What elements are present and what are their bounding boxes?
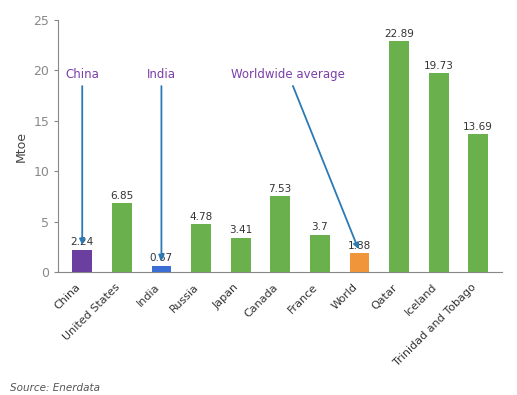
Bar xyxy=(231,238,251,272)
Text: 1.88: 1.88 xyxy=(348,241,371,251)
Bar xyxy=(349,253,369,272)
Bar xyxy=(112,203,132,272)
Bar xyxy=(468,134,488,272)
Text: 19.73: 19.73 xyxy=(424,61,453,71)
Bar xyxy=(191,224,211,272)
Text: 2.24: 2.24 xyxy=(71,237,94,247)
Text: Source: Enerdata: Source: Enerdata xyxy=(10,383,100,393)
Bar xyxy=(389,41,409,272)
Bar xyxy=(72,250,92,272)
Bar xyxy=(270,196,290,272)
Text: 0.67: 0.67 xyxy=(150,253,173,263)
Text: 7.53: 7.53 xyxy=(269,184,292,194)
Text: Worldwide average: Worldwide average xyxy=(231,68,358,247)
Text: 6.85: 6.85 xyxy=(110,191,133,201)
Bar xyxy=(310,235,330,272)
Y-axis label: Mtoe: Mtoe xyxy=(15,131,28,162)
Text: 13.69: 13.69 xyxy=(463,122,493,132)
Text: 3.7: 3.7 xyxy=(312,222,328,233)
Text: 4.78: 4.78 xyxy=(189,212,212,222)
Bar xyxy=(429,73,449,272)
Bar xyxy=(151,265,171,272)
Text: India: India xyxy=(147,68,176,259)
Text: China: China xyxy=(65,68,99,243)
Text: 22.89: 22.89 xyxy=(384,29,414,39)
Text: 3.41: 3.41 xyxy=(229,226,252,235)
